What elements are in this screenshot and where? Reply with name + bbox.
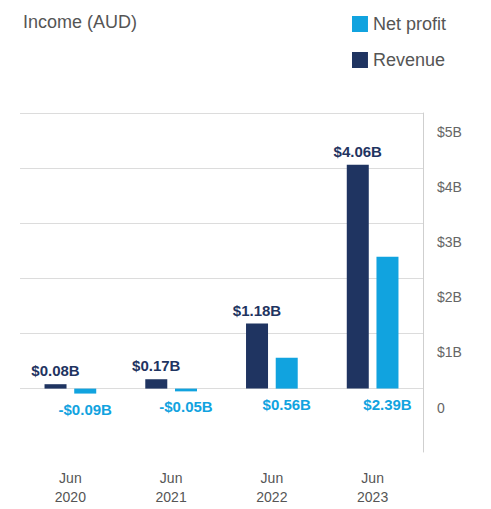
- svg-text:$3B: $3B: [437, 234, 462, 250]
- svg-text:$0.17B: $0.17B: [132, 357, 181, 374]
- svg-text:Revenue: Revenue: [373, 50, 445, 70]
- svg-text:$1B: $1B: [437, 344, 462, 360]
- svg-text:0: 0: [437, 400, 445, 416]
- svg-text:2021: 2021: [156, 489, 187, 505]
- svg-text:$0.08B: $0.08B: [31, 362, 80, 379]
- svg-text:2023: 2023: [357, 489, 388, 505]
- svg-text:Income (AUD): Income (AUD): [23, 12, 137, 32]
- svg-text:$0.56B: $0.56B: [263, 396, 312, 413]
- svg-text:$4B: $4B: [437, 179, 462, 195]
- svg-text:Jun: Jun: [59, 470, 82, 486]
- svg-text:Jun: Jun: [261, 470, 284, 486]
- svg-text:2022: 2022: [256, 489, 287, 505]
- svg-text:$1.18B: $1.18B: [233, 302, 282, 319]
- svg-text:Jun: Jun: [160, 470, 183, 486]
- svg-text:$2.39B: $2.39B: [363, 396, 412, 413]
- svg-text:$4.06B: $4.06B: [334, 143, 383, 160]
- svg-text:2020: 2020: [55, 489, 86, 505]
- svg-text:-$0.09B: -$0.09B: [59, 401, 113, 418]
- svg-text:$5B: $5B: [437, 124, 462, 140]
- svg-text:-$0.05B: -$0.05B: [159, 398, 213, 415]
- svg-text:$2B: $2B: [437, 289, 462, 305]
- svg-text:Jun: Jun: [361, 470, 384, 486]
- svg-text:Net profit: Net profit: [373, 14, 446, 34]
